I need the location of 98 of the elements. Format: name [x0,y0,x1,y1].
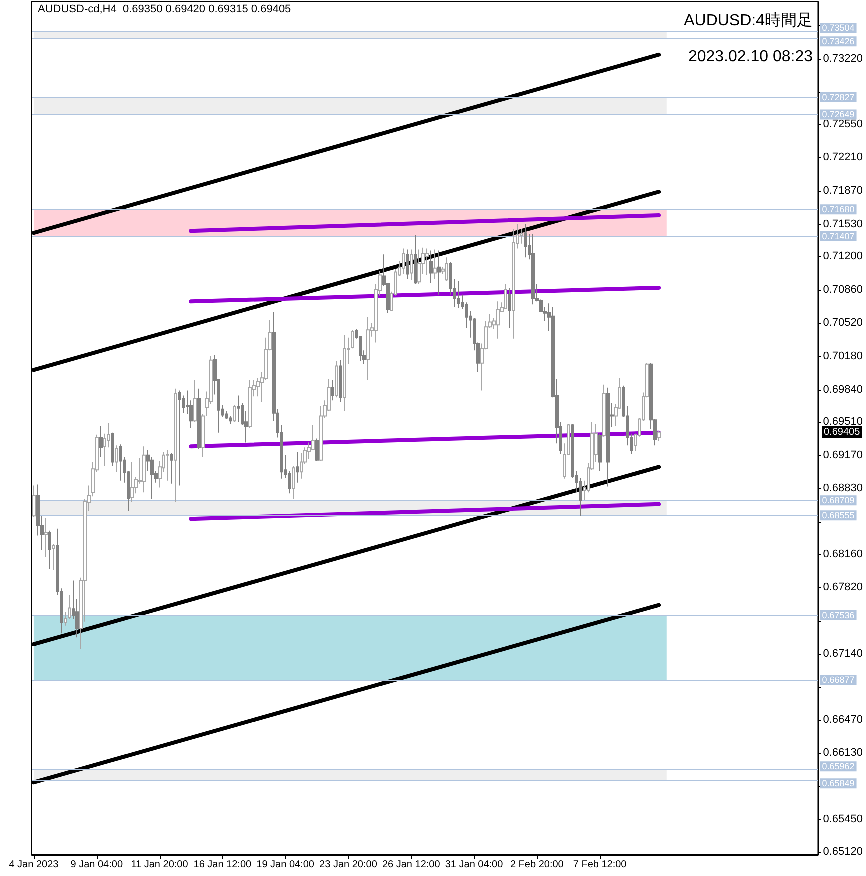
candlestick [335,360,338,398]
ref-line-label: 0.68709 [822,496,855,506]
candlestick [296,452,299,484]
candlestick [445,257,448,282]
y-tick-label: 0.70180 [823,350,864,363]
x-tick-label: 31 Jan 04:00 [445,860,504,870]
y-tick-label: 0.65120 [823,846,864,858]
text: AUDUSD:4時間足 [684,12,813,30]
candlestick [32,485,36,518]
ref-line-label: 0.72649 [822,110,855,120]
candlestick [174,388,177,503]
text: 2023.02.10 08:23 [688,48,814,66]
x-tick-label: 2 Feb 20:00 [510,860,564,870]
y-tick-label: 0.70520 [823,317,864,330]
candlestick [429,250,433,284]
candlestick [130,462,134,503]
candlestick [402,248,405,275]
candlestick [657,430,661,442]
y-tick-label: 0.66470 [823,714,864,726]
candlestick [512,228,515,340]
x-tick-label: 23 Jan 20:00 [320,860,378,870]
ref-line-label: 0.65962 [822,762,855,772]
candlestick [52,544,55,571]
candlestick [457,280,460,310]
candlestick [233,404,236,423]
x-tick-label: 26 Jan 12:00 [382,860,441,870]
y-tick-label: 0.72550 [823,118,864,130]
candlestick [166,450,169,482]
candlestick [111,432,114,467]
candlestick [248,380,252,429]
ref-line-label: 0.73504 [822,22,855,33]
y-tick-label: 0.67820 [823,582,864,594]
candlestick [351,330,354,350]
candlestick [602,384,606,438]
candlestick [366,316,370,381]
x-tick-label: 7 Feb 12:00 [573,860,628,870]
text: 0.69405 [824,426,861,438]
ref-line-label: 0.68555 [822,510,855,521]
y-tick-label: 0.71200 [823,250,864,263]
y-tick-label: 0.65450 [823,814,864,826]
y-tick-label: 0.71530 [823,218,864,230]
candlestick [142,446,146,494]
candlestick [598,433,602,472]
candlestick [48,530,51,570]
candlestick [68,594,71,620]
candlestick [531,234,535,306]
candlestick [406,249,409,280]
y-tick-label: 0.71870 [823,185,864,198]
y-tick-label: 0.69170 [823,449,864,462]
candlestick [414,234,417,285]
x-tick-label: 19 Jan 04:00 [256,860,315,870]
y-tick-label: 0.70860 [823,284,864,296]
ref-line-label: 0.65849 [822,778,855,789]
candlestick [339,360,342,404]
candlestick [170,452,173,484]
y-tick-label: 0.72210 [823,152,864,164]
candlestick [99,426,103,458]
candlestick [496,301,500,340]
candlestick [433,249,437,280]
candlestick [237,395,240,423]
y-tick-label: 0.69510 [823,416,864,428]
candlestick [44,518,48,558]
ref-line-label: 0.72827 [822,92,855,102]
candlestick [425,248,429,276]
x-tick-label: 4 Jan 2023 [9,860,60,870]
x-tick-label: 16 Jan 12:00 [194,860,252,870]
candlestick [508,287,511,329]
annotation: AUDUSD-cd,H4 0.69350 0.69420 0.69315 0.69405 [38,4,292,16]
ref-line-label: 0.73426 [822,36,855,47]
candlestick [343,334,346,412]
candlestick [315,438,319,462]
candlestick [64,612,67,626]
candlestick [292,466,295,500]
candlestick [606,387,610,488]
candlestick [524,224,527,258]
candlestick [119,444,122,482]
y-tick-label: 0.73220 [823,52,864,65]
candlestick [197,388,201,450]
ref-line-label: 0.66877 [822,674,855,685]
ref-line-label: 0.71680 [822,204,855,215]
candlestick [193,380,197,423]
candlestick [331,380,334,402]
candlestick [229,416,232,425]
ref-line-label: 0.71407 [822,231,855,242]
y-tick-label: 0.69840 [823,384,864,396]
x-tick-label: 11 Jan 20:00 [131,860,189,870]
candlestick [410,249,413,281]
y-tick-label: 0.67140 [823,648,864,660]
y-tick-label: 0.68830 [823,482,864,495]
candlestick [417,249,421,285]
x-tick-label: 9 Jan 04:00 [70,860,124,870]
candlestick [178,390,181,486]
candlestick [437,250,441,296]
y-tick-label: 0.66130 [823,747,864,760]
candlestick [115,445,118,473]
candlestick [504,284,507,310]
ref-line-label: 0.67536 [822,610,855,620]
y-tick-label: 0.68160 [823,548,864,560]
